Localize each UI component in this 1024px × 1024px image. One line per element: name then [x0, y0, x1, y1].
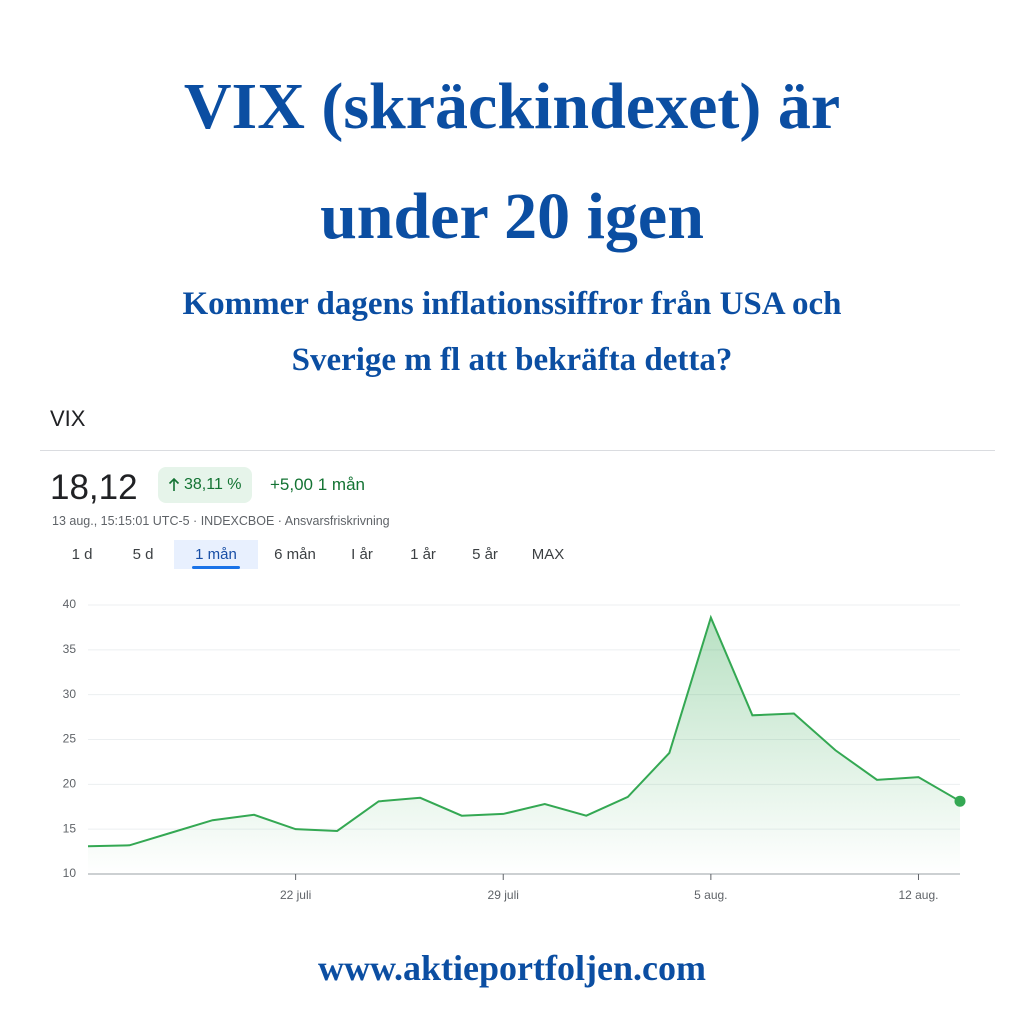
range-tab[interactable]: MAX [531, 546, 565, 563]
range-tab[interactable]: 1 mån [174, 540, 258, 569]
x-tick-label: 29 juli [488, 888, 519, 902]
chart: 10 15 20 25 30 35 40 22 juli 29 juli 5 aug. 12 aug… [63, 597, 966, 902]
range-tab[interactable]: 5 år [472, 546, 498, 563]
change: +5,00 1 mån [270, 475, 365, 494]
range-tab[interactable]: 1 år [410, 546, 436, 563]
y-tick-label: 15 [63, 821, 77, 835]
up-arrow-icon [168, 478, 180, 491]
headline-line: VIX (skräckindexet) är [183, 70, 841, 143]
change-percent: 38,11 % [184, 476, 242, 493]
y-tick-label: 20 [63, 777, 77, 791]
last-point [954, 795, 966, 807]
range-tabs: 1 d 5 d 1 mån 6 mån I år 1 år 5 år MAX [52, 540, 580, 569]
quote-meta: 13 aug., 15:15:01 UTC-5 · INDEXCBOE · An… [52, 514, 390, 528]
range-tab[interactable]: 6 mån [274, 546, 316, 563]
y-tick-label: 30 [63, 687, 77, 701]
headline-line: under 20 igen [320, 180, 704, 253]
y-tick-label: 35 [63, 642, 77, 656]
y-tick-label: 25 [63, 732, 77, 746]
area [88, 617, 960, 874]
footer-url: www.aktieportfoljen.com [318, 948, 706, 988]
headline: VIX (skräckindexet) är under 20 igen [0, 52, 1024, 272]
x-tick-label: 22 juli [280, 888, 311, 902]
y-tick-label: 10 [63, 866, 77, 880]
change-badge: 38,11 % [158, 467, 252, 503]
y-tick-label: 40 [63, 597, 77, 611]
range-tab[interactable]: 5 d [132, 546, 154, 563]
x-tick-label: 12 aug. [898, 888, 938, 902]
divider [40, 450, 995, 451]
price: 18,12 [50, 468, 138, 507]
x-tick-label: 5 aug. [694, 888, 727, 902]
subtitle-line: Kommer dagens inflationssiffror från USA… [182, 286, 842, 322]
subtitle-line: Sverige m fl att bekräfta detta? [291, 342, 733, 378]
range-tab[interactable]: 1 d [71, 546, 93, 563]
symbol: VIX [50, 406, 86, 431]
range-tab[interactable]: I år [351, 546, 373, 563]
subtitle: Kommer dagens inflationssiffror från USA… [0, 276, 1024, 388]
line [87, 614, 961, 848]
